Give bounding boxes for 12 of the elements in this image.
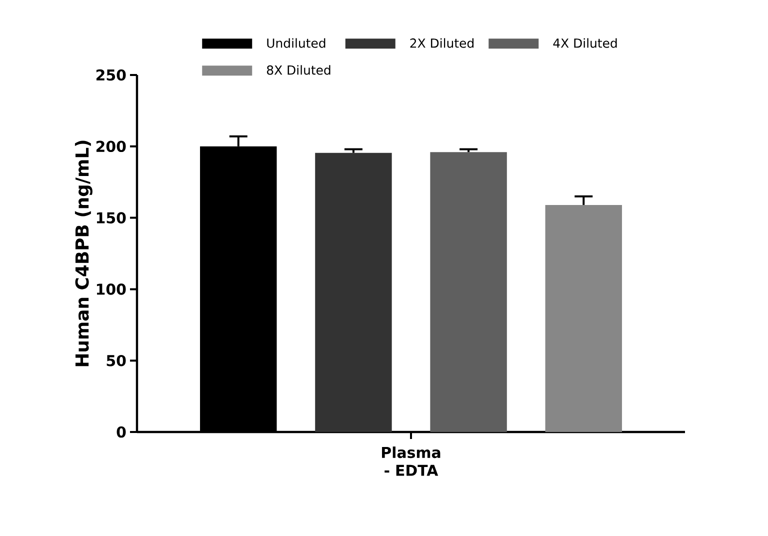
legend-label: 8X Diluted xyxy=(266,65,330,75)
legend-label: Undiluted xyxy=(267,38,326,48)
x-tick-label: Plasma - EDTA xyxy=(382,446,440,476)
y-tick-label: 50 xyxy=(106,354,126,366)
legend-label: 2X Diluted xyxy=(410,38,474,48)
legend-label: 4X Diluted xyxy=(553,38,617,48)
y-tick-label: 0 xyxy=(116,426,126,438)
y-tick-label: 150 xyxy=(96,212,126,224)
y-tick-label: 100 xyxy=(96,284,126,295)
y-tick-label: 250 xyxy=(96,69,126,81)
y-tick-label: 200 xyxy=(96,140,126,152)
y-axis-title: Human C4BPB (ng/mL) xyxy=(74,140,92,366)
